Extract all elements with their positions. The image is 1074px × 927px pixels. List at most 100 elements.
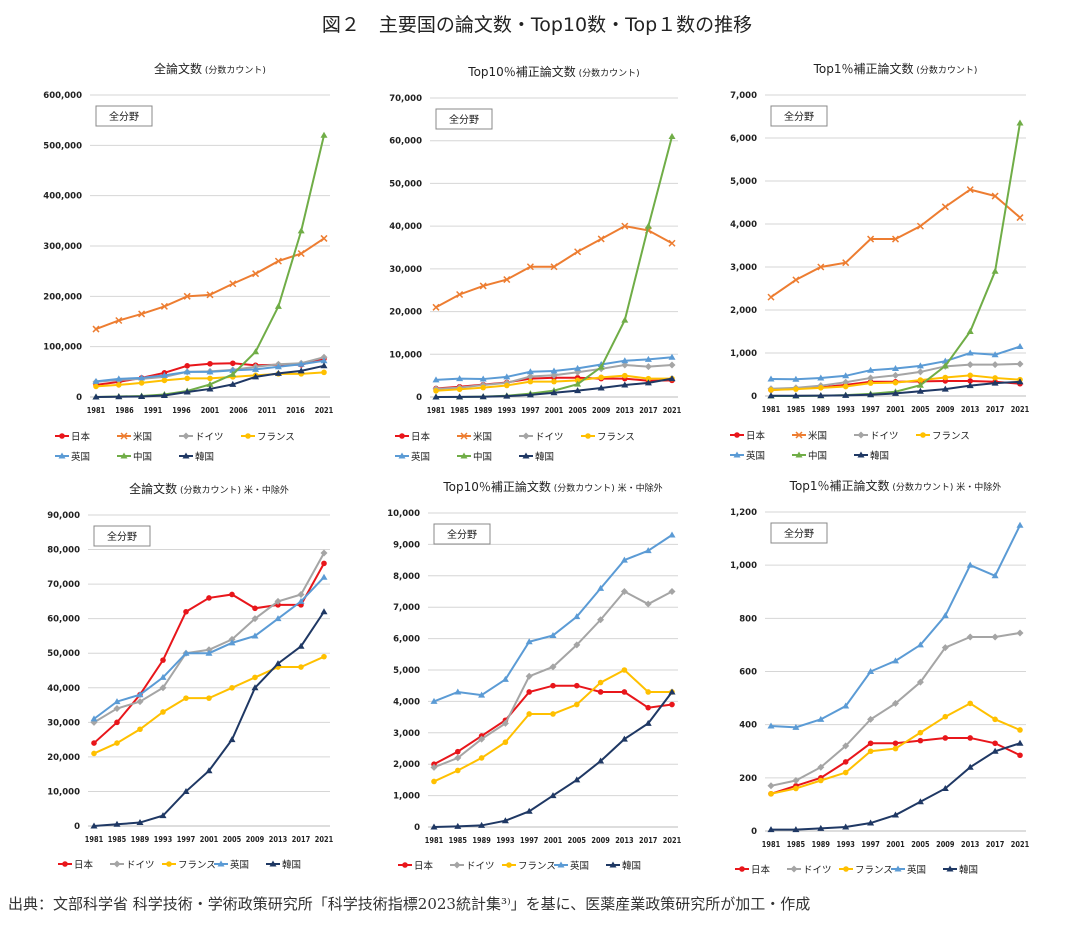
x-tick-label: 2021 <box>1011 405 1030 414</box>
marker-triangle <box>90 822 98 829</box>
marker-x <box>574 248 582 256</box>
marker-triangle <box>160 371 168 378</box>
marker-triangle <box>574 387 582 394</box>
series-韓国 <box>90 608 328 829</box>
marker-triangle <box>1016 378 1024 385</box>
marker-circle <box>917 737 924 744</box>
marker-circle <box>59 433 65 439</box>
marker-x <box>320 234 328 242</box>
marker-triangle <box>767 392 775 399</box>
y-tick-label: 1,200 <box>730 508 757 518</box>
marker-circle <box>455 748 461 755</box>
marker-triangle <box>460 452 468 459</box>
marker-x <box>460 432 468 440</box>
marker-circle <box>506 862 512 868</box>
x-tick-label: 1989 <box>472 836 491 845</box>
marker-triangle <box>842 702 850 709</box>
marker-circle <box>321 560 327 567</box>
legend-label: 日本 <box>746 430 766 442</box>
x-tick-label: 2021 <box>663 406 682 415</box>
marker-triangle <box>478 691 486 698</box>
series-韓国 <box>432 375 676 400</box>
marker-circle <box>842 759 849 765</box>
marker-circle <box>818 777 824 784</box>
marker-circle <box>768 790 774 797</box>
chart-panel-1: 全論文数 (分数カウント) 0 100,000 200,000 300,000 400,0… <box>43 61 333 463</box>
marker-circle <box>1017 727 1023 733</box>
y-tick-label: 600,000 <box>43 91 82 101</box>
y-tick-label: 1,000 <box>730 349 757 359</box>
marker-triangle <box>597 584 605 591</box>
x-tick-label: 2017 <box>639 406 657 415</box>
marker-circle <box>229 684 235 691</box>
y-tick-label: 6,000 <box>730 134 757 144</box>
marker-circle <box>942 713 949 720</box>
marker-circle <box>992 716 998 723</box>
marker-triangle <box>867 391 875 398</box>
marker-triangle <box>320 608 328 615</box>
x-tick-label: 2017 <box>292 835 310 844</box>
legend-label: 英国 <box>746 450 765 462</box>
y-tick-label: 30,000 <box>47 718 80 728</box>
legend-label: フランス <box>855 865 893 876</box>
x-tick-label: 2011 <box>258 406 277 415</box>
x-tick-label: 2001 <box>886 840 905 849</box>
x-tick-label: 2017 <box>986 405 1004 414</box>
marker-circle <box>321 653 327 660</box>
marker-circle <box>992 375 998 381</box>
marker-x <box>274 257 282 265</box>
marker-circle <box>184 362 190 369</box>
marker-triangle <box>182 452 190 459</box>
marker-triangle <box>767 722 775 729</box>
chart-panel-4: 全論文数 (分数カウント) 米・中除外 0 10,000 20,000 30,000 40… <box>47 481 333 871</box>
marker-diamond <box>916 368 924 376</box>
series-line <box>770 188 1021 298</box>
marker-triangle <box>817 715 825 722</box>
y-tick-label: 1,000 <box>393 792 420 802</box>
marker-x <box>1016 214 1024 222</box>
x-tick-label: 1981 <box>87 406 106 415</box>
marker-triangle <box>229 370 237 377</box>
marker-triangle <box>733 451 741 458</box>
marker-circle <box>843 866 849 872</box>
x-tick-label: 2009 <box>936 405 955 414</box>
series-フランス <box>768 700 1023 797</box>
marker-diamond <box>549 663 557 671</box>
marker-circle <box>298 664 304 670</box>
marker-triangle <box>573 613 581 620</box>
marker-triangle <box>526 391 534 398</box>
series-英国 <box>432 353 676 383</box>
series-韓国 <box>430 688 676 830</box>
legend-label: フランス <box>932 431 970 442</box>
x-tick-label: 1989 <box>812 840 831 849</box>
marker-circle <box>166 861 172 867</box>
marker-circle <box>183 608 189 615</box>
marker-circle <box>1017 752 1023 759</box>
marker-diamond <box>597 616 605 624</box>
marker-circle <box>892 745 899 752</box>
marker-triangle <box>892 389 899 396</box>
marker-triangle <box>136 819 144 826</box>
chart-panel-6: Top1％補正論文数 (分数カウント) 米・中除外 0 200 400 600 800 1,… <box>730 478 1029 876</box>
x-tick-label: 2021 <box>663 836 682 845</box>
field-label-box <box>770 522 828 544</box>
series-英国 <box>767 343 1024 382</box>
marker-triangle <box>966 561 974 568</box>
marker-diamond <box>620 588 628 595</box>
field-label: 全分野 <box>784 110 814 123</box>
x-tick-label: 1989 <box>812 405 831 414</box>
marker-diamond <box>573 641 581 649</box>
marker-triangle <box>479 375 487 382</box>
marker-triangle <box>297 360 305 367</box>
marker-circle <box>550 682 556 689</box>
marker-diamond <box>892 699 899 707</box>
marker-triangle <box>138 392 146 399</box>
marker-triangle <box>916 381 924 388</box>
legend: 日本 ドイツ フランス 英国 韓国 <box>735 864 978 876</box>
y-tick-label: 500,000 <box>43 141 82 151</box>
chart-title: 全論文数 (分数カウント) 米・中除外 <box>129 481 289 496</box>
x-tick-label: 2009 <box>246 835 265 844</box>
marker-circle <box>91 740 97 746</box>
marker-circle <box>842 769 849 776</box>
